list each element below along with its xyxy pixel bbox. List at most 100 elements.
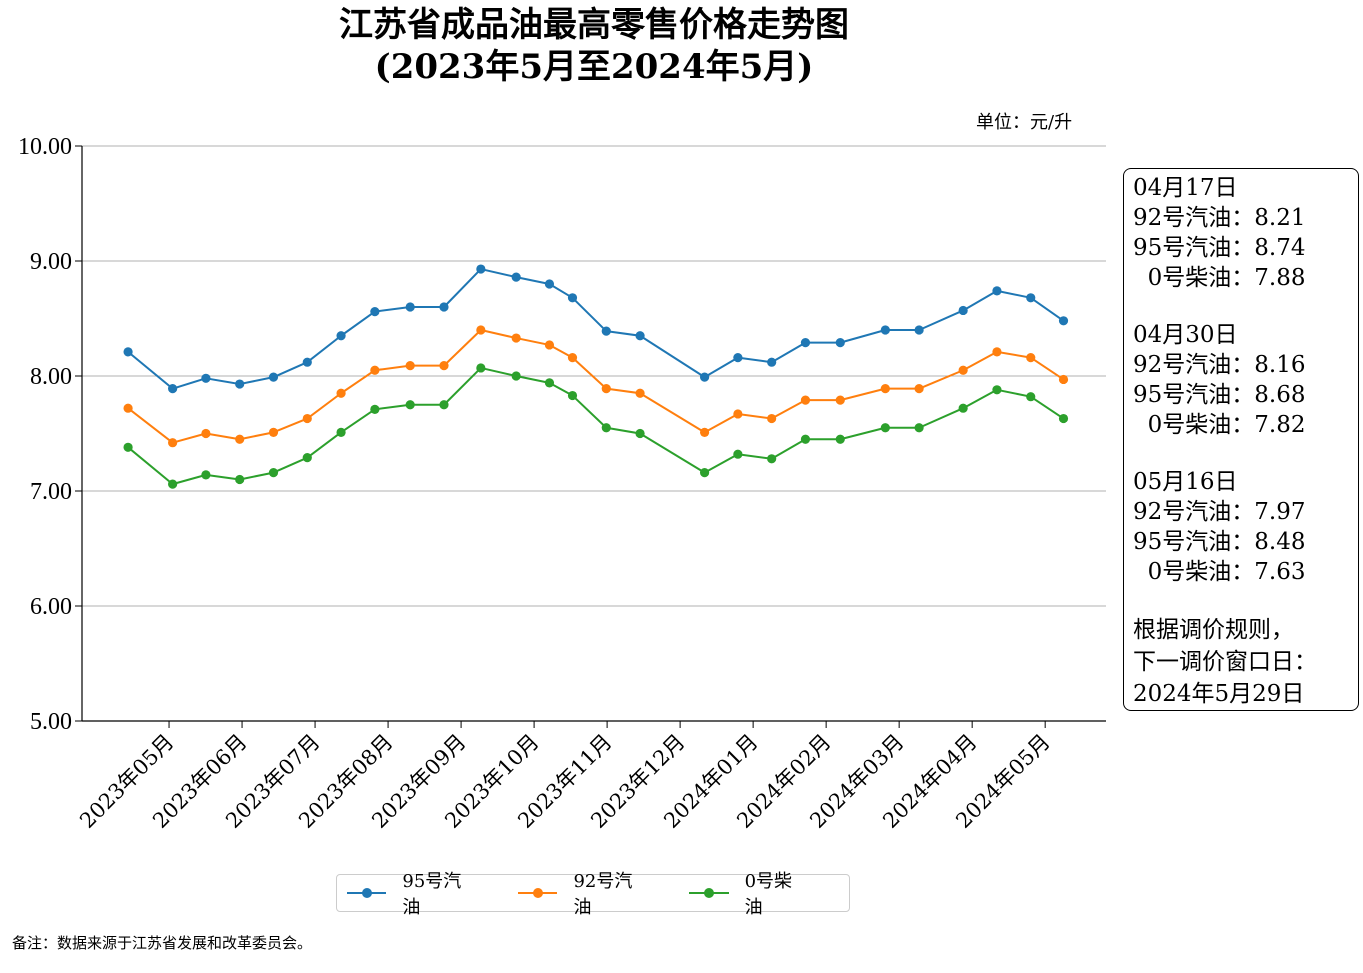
data-point-0: [268, 372, 279, 382]
data-point-0: [635, 331, 645, 341]
data-point-1: [439, 361, 449, 371]
data-point-1: [268, 427, 279, 437]
data-point-2: [601, 423, 611, 433]
data-point-1: [880, 384, 890, 394]
data-point-0: [914, 325, 924, 335]
data-point-0: [880, 325, 890, 335]
data-point-2: [268, 468, 279, 478]
data-point-0: [800, 338, 811, 348]
y-tick-label: 7.00: [30, 479, 72, 505]
legend-label-0: 0号柴油: [744, 871, 793, 918]
data-point-0: [601, 326, 611, 336]
legend-item-0: 0号柴油: [689, 867, 809, 919]
y-tick-label: 6.00: [30, 594, 72, 620]
y-tick-label: 10.00: [18, 134, 72, 160]
data-point-2: [1026, 392, 1036, 402]
info-row-95: 95号汽油：8.48: [1133, 529, 1306, 555]
data-point-0: [767, 357, 777, 367]
data-point-1: [767, 413, 777, 424]
data-point-2: [635, 428, 645, 439]
data-point-2: [476, 363, 486, 373]
info-block-0430: 04月30日 92号汽油：8.16 95号汽油：8.68 0号柴油：7.82: [1133, 320, 1358, 440]
legend-swatch-0: [689, 886, 729, 900]
info-row-92: 92号汽油：8.16: [1133, 352, 1306, 378]
info-row-0: 0号柴油：7.63: [1133, 559, 1306, 585]
data-point-0: [302, 357, 312, 367]
info-row-95: 95号汽油：8.68: [1133, 382, 1306, 408]
data-point-0: [699, 372, 710, 382]
y-tick-label: 5.00: [30, 709, 72, 735]
data-point-1: [370, 365, 380, 375]
legend-item-92: 92号汽油: [518, 867, 649, 919]
rule-line1: 根据调价规则，: [1133, 617, 1294, 643]
info-row-92: 92号汽油：7.97: [1133, 499, 1306, 525]
data-point-1: [601, 384, 611, 394]
data-point-0: [835, 338, 845, 348]
info-row-0: 0号柴油：7.88: [1133, 265, 1306, 291]
data-point-2: [567, 390, 578, 401]
data-point-2: [880, 423, 890, 433]
data-point-0: [370, 307, 380, 317]
data-point-2: [914, 423, 924, 433]
grid-layer: [82, 145, 1106, 722]
info-row-92: 92号汽油：8.21: [1133, 205, 1306, 231]
data-point-1: [123, 403, 133, 413]
data-point-2: [992, 385, 1002, 395]
legend-item-95: 95号汽油: [347, 867, 478, 919]
data-point-2: [544, 378, 555, 388]
info-block-0417: 04月17日 92号汽油：8.21 95号汽油：8.74 0号柴油：7.88: [1133, 173, 1358, 293]
info-date: 04月17日: [1133, 175, 1238, 201]
data-point-1: [914, 384, 924, 394]
data-point-0: [201, 373, 211, 383]
info-date: 04月30日: [1133, 322, 1238, 348]
data-point-1: [336, 388, 346, 398]
data-point-0: [511, 272, 521, 282]
data-point-1: [302, 413, 312, 424]
data-point-0: [733, 353, 743, 363]
data-point-1: [1058, 374, 1069, 385]
data-point-1: [1026, 353, 1036, 363]
data-point-1: [168, 438, 178, 448]
data-point-2: [168, 479, 178, 489]
series-layer: [123, 264, 1069, 489]
data-point-1: [567, 353, 578, 363]
data-point-1: [835, 395, 845, 405]
data-point-1: [235, 434, 245, 444]
data-point-0: [1058, 316, 1069, 326]
data-point-0: [235, 379, 245, 389]
rule-line2: 下一调价窗口日：: [1133, 649, 1317, 675]
data-point-2: [699, 468, 710, 478]
data-point-2: [835, 434, 845, 444]
data-point-2: [201, 470, 211, 480]
price-info-box: 04月17日 92号汽油：8.21 95号汽油：8.74 0号柴油：7.88 0…: [1123, 168, 1359, 711]
y-tick-label: 8.00: [30, 364, 72, 390]
info-block-0516: 05月16日 92号汽油：7.97 95号汽油：8.48 0号柴油：7.63: [1133, 467, 1358, 587]
chart-title-line2: (2023年5月至2024年5月): [374, 47, 814, 87]
unit-label: 单位：元/升: [976, 112, 1073, 133]
info-row-0: 0号柴油：7.82: [1133, 412, 1306, 438]
axes-layer: [81, 146, 1106, 722]
data-point-0: [168, 384, 178, 394]
data-point-1: [511, 333, 521, 343]
legend-label-95: 95号汽油: [402, 871, 462, 918]
data-point-1: [635, 388, 645, 398]
data-point-2: [733, 449, 743, 459]
data-point-1: [958, 365, 968, 375]
data-point-2: [235, 474, 245, 485]
data-point-2: [370, 404, 380, 414]
data-point-2: [958, 403, 968, 413]
data-point-2: [123, 442, 133, 452]
chart-title-line1: 江苏省成品油最高零售价格走势图: [339, 5, 849, 45]
next-adjustment-note: 根据调价规则， 下一调价窗口日： 2024年5月29日: [1133, 614, 1358, 710]
source-note: 备注：数据来源于江苏省发展和改革委员会。: [12, 934, 313, 952]
data-point-1: [405, 361, 415, 371]
info-date: 05月16日: [1133, 469, 1238, 495]
data-point-0: [476, 264, 486, 274]
data-point-2: [336, 427, 346, 437]
data-point-2: [405, 400, 415, 410]
data-point-1: [992, 347, 1002, 357]
data-point-0: [336, 331, 346, 341]
data-point-1: [201, 428, 211, 439]
data-point-0: [958, 305, 968, 316]
data-point-0: [405, 302, 415, 312]
